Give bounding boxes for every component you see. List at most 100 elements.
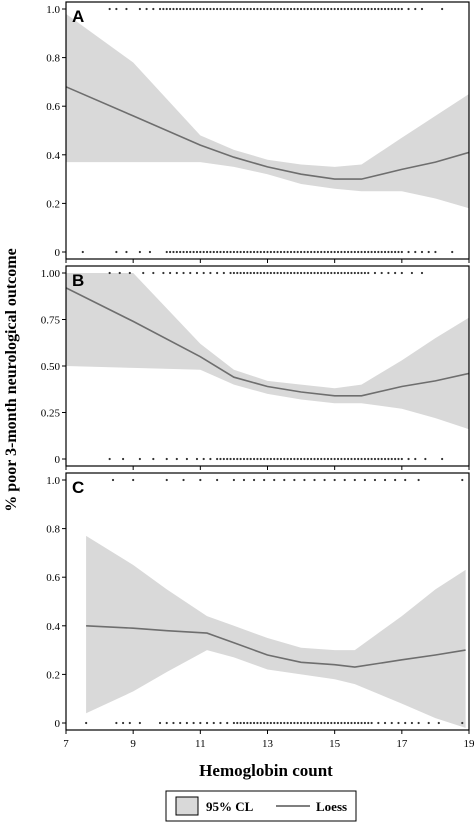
data-point-outcome-0 xyxy=(179,250,182,254)
data-point-outcome-0 xyxy=(400,457,403,461)
data-point-outcome-0 xyxy=(350,721,353,725)
data-point-outcome-1 xyxy=(313,7,316,11)
data-point-outcome-0 xyxy=(246,457,249,461)
data-point-outcome-0 xyxy=(397,250,400,254)
data-point-outcome-1 xyxy=(216,478,219,482)
data-point-outcome-1 xyxy=(276,7,279,11)
data-point-outcome-0 xyxy=(152,457,155,461)
data-point-outcome-1 xyxy=(252,478,256,482)
data-point-outcome-1 xyxy=(293,7,296,11)
data-point-outcome-0 xyxy=(306,721,309,725)
panel-letter: C xyxy=(72,478,84,497)
data-point-outcome-1 xyxy=(303,478,306,482)
data-point-outcome-0 xyxy=(296,457,299,461)
data-point-outcome-1 xyxy=(222,271,225,275)
data-point-outcome-0 xyxy=(390,457,393,461)
data-point-outcome-1 xyxy=(410,271,414,275)
data-point-outcome-1 xyxy=(383,478,387,482)
data-point-outcome-0 xyxy=(333,457,336,461)
data-point-outcome-0 xyxy=(347,457,350,461)
data-point-outcome-1 xyxy=(347,7,350,11)
data-point-outcome-0 xyxy=(219,721,222,725)
data-point-outcome-1 xyxy=(226,7,229,11)
data-point-outcome-0 xyxy=(414,457,417,461)
y-axis-label: % poor 3-month neurological outcome xyxy=(3,248,20,511)
data-point-outcome-1 xyxy=(357,7,360,11)
data-point-outcome-0 xyxy=(242,250,246,254)
data-point-outcome-1 xyxy=(152,7,155,11)
data-point-outcome-1 xyxy=(380,271,383,275)
data-point-outcome-0 xyxy=(320,721,323,725)
data-point-outcome-0 xyxy=(273,250,276,254)
data-point-outcome-0 xyxy=(326,250,330,254)
data-point-outcome-0 xyxy=(229,457,232,461)
data-point-outcome-1 xyxy=(404,478,407,482)
data-point-outcome-1 xyxy=(199,7,202,11)
data-point-outcome-0 xyxy=(373,250,377,254)
data-point-outcome-1 xyxy=(360,271,363,275)
data-point-outcome-0 xyxy=(209,457,212,461)
y-tick-label: 0.75 xyxy=(41,315,61,327)
data-point-outcome-1 xyxy=(152,271,155,275)
data-point-outcome-0 xyxy=(320,250,323,254)
data-point-outcome-0 xyxy=(158,721,162,725)
data-point-outcome-0 xyxy=(195,457,199,461)
data-point-outcome-0 xyxy=(293,457,296,461)
data-point-outcome-0 xyxy=(256,457,259,461)
data-point-outcome-0 xyxy=(199,721,202,725)
data-point-outcome-1 xyxy=(175,271,178,275)
x-tick-label: 11 xyxy=(195,738,206,750)
data-point-outcome-0 xyxy=(347,250,350,254)
data-point-outcome-1 xyxy=(138,7,141,11)
data-point-outcome-0 xyxy=(357,721,360,725)
data-point-outcome-0 xyxy=(138,721,141,725)
data-point-outcome-0 xyxy=(175,250,178,254)
y-tick-label: 0 xyxy=(55,718,61,730)
data-point-outcome-1 xyxy=(390,7,393,11)
data-point-outcome-0 xyxy=(286,721,289,725)
data-point-outcome-0 xyxy=(377,250,380,254)
data-point-outcome-0 xyxy=(259,721,262,725)
data-point-outcome-1 xyxy=(145,7,148,11)
data-point-outcome-1 xyxy=(256,7,259,11)
data-point-outcome-0 xyxy=(397,457,400,461)
data-point-outcome-1 xyxy=(394,478,397,482)
data-point-outcome-0 xyxy=(236,457,239,461)
data-point-outcome-0 xyxy=(363,721,366,725)
data-point-outcome-1 xyxy=(323,7,326,11)
data-point-outcome-1 xyxy=(289,271,293,275)
data-point-outcome-0 xyxy=(185,250,188,254)
data-point-outcome-0 xyxy=(283,721,286,725)
data-point-outcome-1 xyxy=(303,271,306,275)
ci-band xyxy=(66,13,469,209)
data-point-outcome-0 xyxy=(239,721,242,725)
data-point-outcome-1 xyxy=(336,271,340,275)
data-point-outcome-0 xyxy=(283,457,286,461)
data-point-outcome-0 xyxy=(394,457,397,461)
data-point-outcome-0 xyxy=(340,250,343,254)
data-point-outcome-0 xyxy=(172,250,175,254)
data-point-outcome-0 xyxy=(202,250,205,254)
data-point-outcome-0 xyxy=(121,457,125,461)
data-point-outcome-0 xyxy=(333,250,336,254)
data-point-outcome-1 xyxy=(310,271,313,275)
data-point-outcome-1 xyxy=(273,271,276,275)
data-point-outcome-1 xyxy=(296,7,299,11)
y-tick-label: 0.2 xyxy=(46,198,60,210)
data-point-outcome-0 xyxy=(323,250,326,254)
loess-line xyxy=(66,86,469,180)
data-point-outcome-1 xyxy=(283,478,286,482)
data-point-outcome-1 xyxy=(179,7,182,11)
plot-area xyxy=(66,7,469,254)
data-point-outcome-1 xyxy=(380,7,383,11)
data-point-outcome-1 xyxy=(182,271,185,275)
data-point-outcome-0 xyxy=(336,721,340,725)
data-point-outcome-0 xyxy=(370,250,373,254)
data-point-outcome-1 xyxy=(299,7,303,11)
data-point-outcome-0 xyxy=(259,250,262,254)
data-point-outcome-1 xyxy=(316,7,319,11)
data-point-outcome-0 xyxy=(226,457,229,461)
data-point-outcome-0 xyxy=(380,250,383,254)
data-point-outcome-0 xyxy=(175,457,178,461)
